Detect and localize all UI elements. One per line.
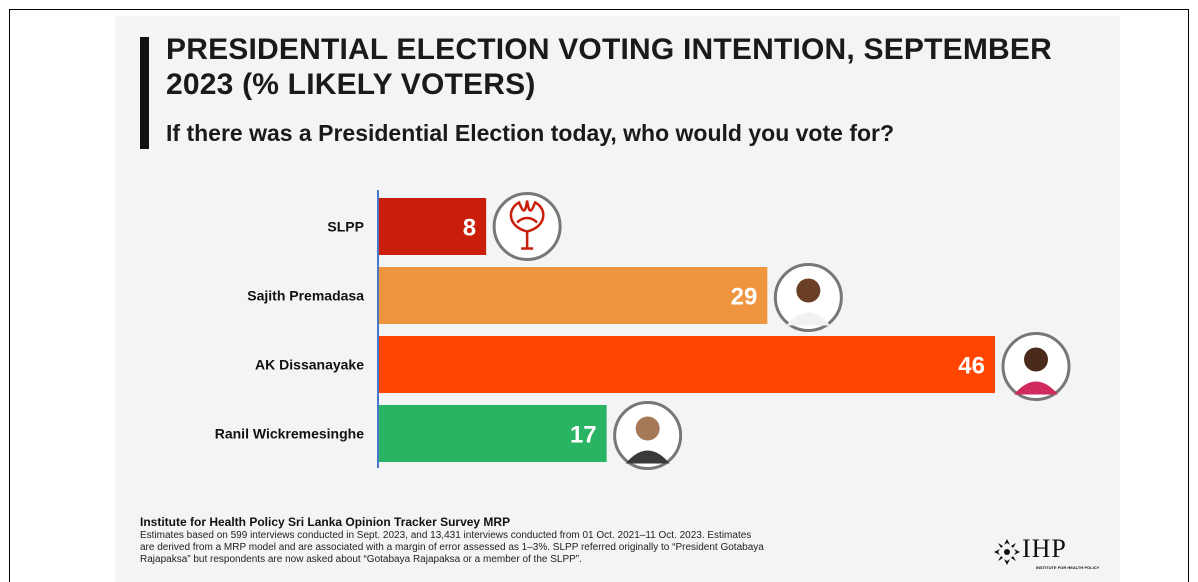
logo-subtext: INSTITUTE FOR HEALTH POLICY <box>1036 565 1100 570</box>
bar <box>379 336 995 393</box>
source-note-line: Rajapaksa” but respondents are now asked… <box>140 554 582 565</box>
category-label: SLPP <box>327 219 364 235</box>
chart-subtitle: If there was a Presidential Election tod… <box>166 120 895 146</box>
category-label: Ranil Wickremesinghe <box>215 426 364 442</box>
source-note-line: are derived from a MRP model and are ass… <box>140 542 764 553</box>
category-label: AK Dissanayake <box>255 357 364 373</box>
data-label: 8 <box>463 215 476 242</box>
source-note-line: Estimates based on 599 interviews conduc… <box>140 530 752 541</box>
source-title: Institute for Health Policy Sri Lanka Op… <box>140 515 511 529</box>
ihp-logo-icon <box>994 539 1020 565</box>
title-accent-bar <box>140 37 149 149</box>
logo-wordmark: IHP <box>1022 534 1067 563</box>
category-label: Sajith Premadasa <box>247 288 364 304</box>
outer-frame <box>9 9 1189 582</box>
bar <box>379 267 768 324</box>
source-notes: Estimates based on 599 interviews conduc… <box>140 530 980 566</box>
chart-title: PRESIDENTIAL ELECTION VOTING INTENTION, … <box>166 33 1052 101</box>
bar <box>379 405 607 462</box>
data-label: 29 <box>731 284 758 311</box>
avatar <box>773 263 843 332</box>
avatar <box>613 401 683 470</box>
bar <box>379 198 487 255</box>
lotus-bud-icon <box>492 192 562 261</box>
avatar <box>1001 332 1071 401</box>
data-label: 17 <box>570 422 597 449</box>
data-label: 46 <box>958 353 985 380</box>
